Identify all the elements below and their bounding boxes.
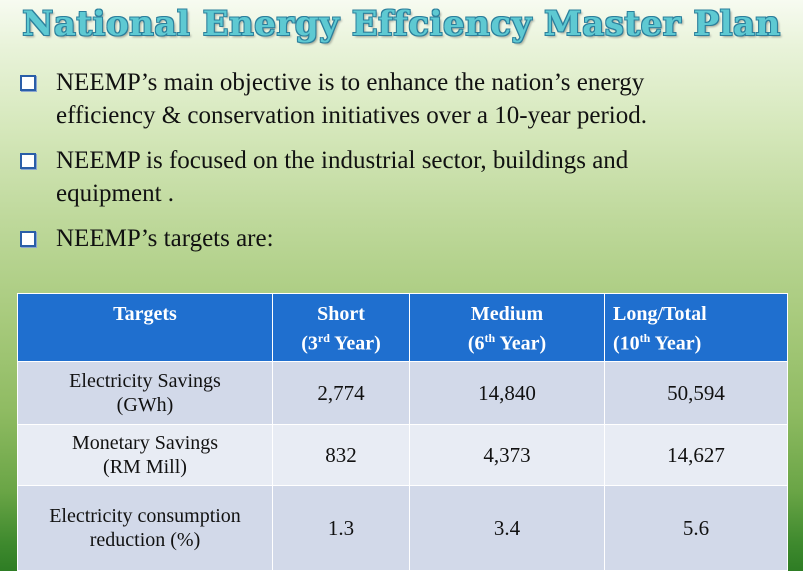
bullet-text-line: NEEMP is focused on the industrial secto…: [56, 147, 629, 174]
bullet-text-line: equipment .: [56, 180, 175, 207]
header-medium-sup: th: [484, 331, 496, 345]
cell-long: 14,627: [604, 424, 788, 486]
bullet-list: NEEMP’s main objective is to enhance the…: [18, 66, 788, 267]
slide-title: National Energy Effciency Master Plan: [22, 4, 781, 44]
cell-medium: 14,840: [409, 361, 605, 425]
cell-short: 2,774: [272, 361, 410, 425]
header-short: Short (3rd Year): [272, 293, 410, 362]
bullet-targets: NEEMP’s targets are:: [18, 222, 788, 255]
bullet-focus: NEEMP is focused on the industrial secto…: [18, 144, 788, 210]
square-bullet-icon: [20, 231, 36, 247]
header-short-sub: (3rd Year): [274, 326, 408, 356]
header-long-sub-pre: (10: [613, 332, 640, 355]
row-label: Electricity Savings (GWh): [17, 361, 273, 425]
row-label: Monetary Savings (RM Mill): [17, 424, 273, 486]
header-long: Long/Total (10th Year): [604, 293, 788, 362]
row-label-line: Electricity Savings: [69, 370, 221, 392]
square-bullet-icon: [20, 75, 36, 91]
bullet-objective: NEEMP’s main objective is to enhance the…: [18, 66, 788, 132]
header-long-main: Long/Total: [613, 303, 707, 325]
row-label-line: reduction (%): [89, 529, 201, 551]
header-medium: Medium (6th Year): [409, 293, 605, 362]
bullet-text-line: NEEMP’s targets are:: [56, 225, 274, 252]
cell-long: 5.6: [604, 485, 788, 571]
table-row: Monetary Savings (RM Mill) 832 4,373 14,6…: [17, 424, 788, 486]
cell-short: 1.3: [272, 485, 410, 571]
cell-short: 832: [272, 424, 410, 486]
header-medium-main: Medium: [470, 303, 544, 325]
bullet-text-line: NEEMP’s main objective is to enhance the…: [56, 69, 645, 96]
bullet-text-line: efficiency & conservation initiatives ov…: [56, 102, 647, 129]
row-label-line: (GWh): [116, 394, 174, 416]
row-label-line: (RM Mill): [103, 456, 187, 478]
cell-medium: 3.4: [409, 485, 605, 571]
table-header-row: Targets Short (3rd Year) Medium (6th Yea…: [17, 293, 788, 362]
cell-long: 50,594: [604, 361, 788, 425]
table-row: Electricity Savings (GWh) 2,774 14,840 50…: [17, 361, 788, 425]
header-medium-sub: (6th Year): [411, 326, 603, 356]
cell-medium: 4,373: [409, 424, 605, 486]
header-short-main: Short: [317, 303, 365, 325]
header-targets: Targets: [17, 293, 273, 362]
table-row: Electricity consumption reduction (%) 1.3…: [17, 485, 788, 571]
header-short-sub-pre: (3: [301, 332, 318, 355]
header-short-sup: rd: [317, 331, 330, 345]
square-bullet-icon: [20, 153, 36, 169]
row-label: Electricity consumption reduction (%): [17, 485, 273, 571]
header-medium-sub-pre: (6: [467, 332, 485, 355]
header-medium-sub-post: Year): [495, 332, 547, 355]
header-long-sub-post: Year): [650, 332, 702, 355]
row-label-line: Monetary Savings: [71, 432, 219, 454]
targets-table: Targets Short (3rd Year) Medium (6th Yea…: [17, 293, 788, 571]
row-label-line: Electricity consumption: [49, 505, 241, 527]
header-long-sup: th: [639, 331, 651, 345]
header-long-sub: (10th Year): [613, 326, 786, 356]
header-short-sub-post: Year): [329, 332, 381, 355]
